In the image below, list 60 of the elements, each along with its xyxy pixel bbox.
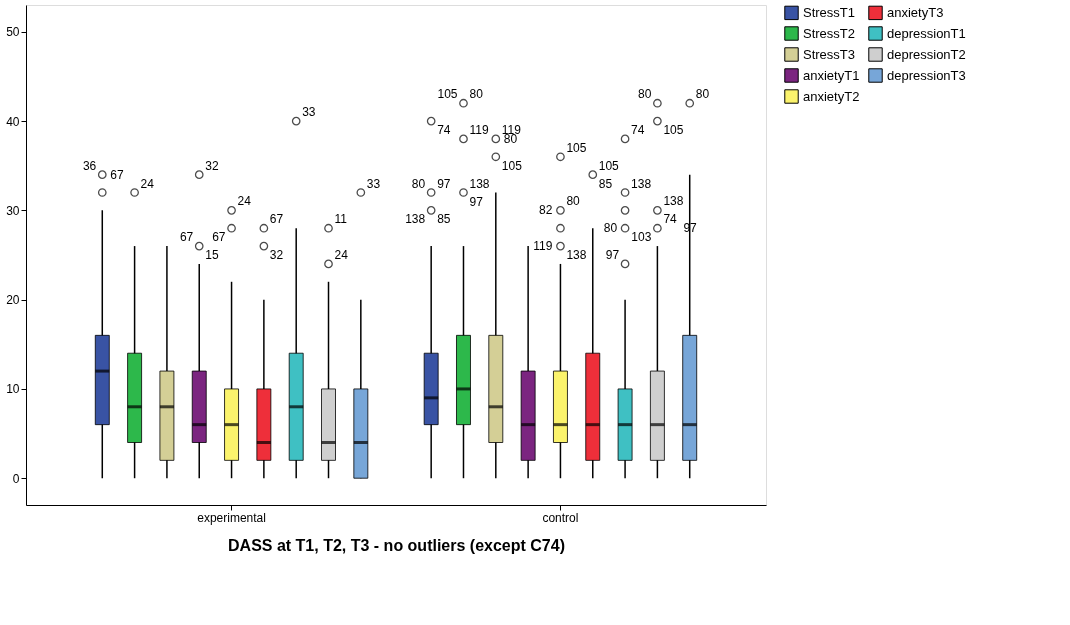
x-tick-label: control [542,510,579,525]
annotation: 24 [140,176,155,191]
legend-label: anxietyT2 [803,88,860,104]
annotation: 105 [501,158,523,173]
annotation: 67 [110,167,124,182]
annotation: 74 [437,123,451,138]
x-tick-label: experimental [197,510,266,525]
annotation: 80 [566,194,581,209]
annotation: 80 [603,221,618,236]
annotation: 33 [302,105,316,120]
annotation: 119 [469,122,489,137]
annotation: 138 [469,176,490,191]
y-tick-label: 20 [6,293,20,308]
annotation: 80 [469,87,484,102]
annotation: 80 [695,87,710,102]
annotation: 32 [205,158,219,173]
annotation: 119 [533,239,553,254]
annotation: 97 [605,247,620,262]
annotation: 74 [663,212,678,227]
y-tick-label: 50 [6,25,20,40]
annotation: 138 [631,176,652,191]
annotation: 97 [469,194,484,209]
annotation: 85 [437,212,451,227]
legend-label: anxietyT1 [803,67,860,83]
annotation: 82 [539,203,553,218]
legend-label: StressT3 [803,46,856,62]
annotation: 74 [631,122,645,137]
legend-label: depressionT3 [887,67,966,83]
annotation: 15 [205,248,219,263]
legend-label: StressT1 [803,4,856,20]
annotation: 80 [638,87,652,102]
legend-label: depressionT1 [887,25,966,41]
annotation: 32 [269,248,284,263]
annotation: 36 [82,158,97,173]
y-tick-label: 0 [12,471,20,486]
annotation: 80 [411,176,426,191]
annotation: 105 [598,158,620,173]
annotation: 67 [179,230,194,245]
annotation: 24 [237,194,252,209]
annotation: 105 [437,87,458,102]
annotation: 85 [598,176,613,191]
annotation: 97 [437,176,451,191]
annotation: 24 [334,247,349,262]
annotation: 105 [663,123,684,138]
annotation: 103 [631,230,652,245]
y-tick-label: 40 [6,114,20,129]
annotation: 138 [566,248,587,263]
legend-label: depressionT2 [887,46,966,62]
y-tick-label: 30 [6,203,20,218]
annotation: 105 [566,140,587,155]
annotation: 67 [212,230,226,245]
annotation: 33 [366,176,381,191]
y-tick-label: 10 [6,382,20,397]
x-axis-title: DASS at T1, T2, T3 - no outliers (except C74) [228,536,565,554]
annotation: 67 [269,212,284,227]
annotation: 138 [663,194,684,209]
annotation: 11 [334,212,348,227]
annotation: 138 [405,212,426,227]
legend-label: anxietyT3 [887,4,944,20]
legend-label: StressT2 [803,25,856,41]
